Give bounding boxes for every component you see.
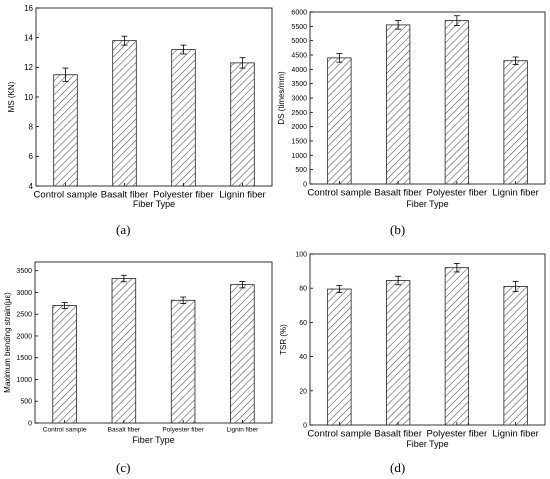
plot-frame-d [309,253,546,426]
x-tick-label-c: Basalt fiber [108,427,141,434]
y-tick-label-b: 2500 [291,110,307,117]
x-tick-label-d: Control sample [307,429,371,440]
bar-c [52,305,77,424]
bar-b [327,57,352,185]
y-tick-label-d: 0 [303,422,307,429]
y-tick-label-a: 4 [29,182,34,191]
bar-a [112,40,137,187]
y-tick-label-c: 1000 [16,377,32,384]
y-tick-label-a: 6 [29,152,34,161]
x-tick-label-b: Basalt fiber [374,188,422,199]
x-tick-label-d: Lignin fiber [492,429,538,440]
y-tick-label-b: 3000 [291,95,307,102]
y-axis-label-a: MS (KN) [7,81,16,112]
y-tick-label-d: 40 [299,354,307,361]
y-tick-label-b: 500 [295,167,307,174]
y-tick-label-a: 8 [29,122,34,131]
y-tick-label-b: 6000 [291,9,307,16]
y-tick-label-c: 3500 [16,268,32,275]
y-tick-label-c: 2000 [16,333,32,340]
y-tick-label-a: 10 [24,93,33,102]
chart-panel-a: 4 6 8 10 12 14 16 Control sample Basalt fiber Pol… [7,4,273,209]
x-tick-label-a: Lignin fiber [219,190,265,201]
bar-a [171,49,196,187]
y-tick-label-d: 20 [299,388,307,395]
y-tick-label-d: 60 [299,320,307,327]
chart-panel-d: 0 20 40 60 80 100 Control sample Basalt fiber Po… [279,251,546,449]
y-tick-label-b: 4500 [291,52,307,59]
x-axis-label-a: Fiber Type [133,199,175,209]
x-tick-label-a: Basalt fiber [101,190,149,201]
x-axis-label-c: Fiber Type [132,435,174,445]
y-tick-label-b: 0 [303,181,307,188]
y-tick-label-c: 500 [20,399,32,406]
bar-b [444,20,470,185]
y-tick-label-a: 14 [24,33,33,42]
x-tick-label-a: Control sample [34,190,98,201]
y-tick-label-b: 2000 [291,124,307,131]
bar-d [503,286,528,426]
x-tick-label-c: Control sample [43,427,87,434]
y-tick-label-a: 12 [24,63,33,72]
x-tick-label-c: Lignin fiber [226,427,259,434]
x-axis-label-b: Fiber Type [406,199,448,209]
x-tick-label-b: Polyester fiber [427,188,488,199]
bar-d [385,280,411,426]
y-tick-label-c: 1500 [16,355,32,362]
y-axis-label-b: DS (times/mm) [277,71,286,125]
panel-label-a: (a) [116,222,131,237]
y-tick-label-c: 3000 [16,290,32,297]
y-tick-label-b: 4000 [291,67,307,74]
panel-label-b: (b) [390,222,406,237]
x-tick-label-a: Polyester fiber [153,190,214,201]
panel-label-c: (c) [116,460,131,475]
bar-d [444,267,470,426]
bar-a [53,74,78,187]
bar-d [327,288,352,426]
y-axis-label-c: Maximum bending strain(με) [3,292,12,393]
bar-b [385,24,411,185]
y-tick-label-b: 5500 [291,24,307,31]
y-tick-label-b: 1500 [291,138,307,145]
x-tick-label-c: Polyester fiber [162,427,204,434]
panel-label-d: (d) [390,460,406,475]
bar-c [230,284,255,424]
x-tick-label-d: Polyester fiber [427,429,488,440]
x-axis-label-d: Fiber Type [406,439,448,449]
y-tick-label-b: 1000 [291,153,307,160]
chart-panel-c: 0 500 1000 1500 2000 2500 3000 3500 Control samp… [3,261,273,445]
chart-panel-b: 0 500 1000 1500 2000 2500 3000 3500 4000 4500 5000… [277,9,546,209]
x-tick-label-d: Basalt fiber [374,429,422,440]
bar-b [503,60,528,185]
y-tick-label-c: 2500 [16,312,32,319]
y-tick-label-d: 80 [299,286,307,293]
bar-a [230,62,255,187]
plot-frame-c [34,261,273,424]
bar-c [111,278,137,424]
x-tick-label-b: Control sample [307,188,371,199]
y-tick-label-b: 5000 [291,38,307,45]
y-axis-label-d: TSR (%) [279,324,288,355]
y-tick-label-c: 0 [28,420,32,427]
y-tick-label-a: 16 [24,4,33,13]
x-tick-label-b: Lignin fiber [492,188,538,199]
bar-c [170,299,196,424]
y-tick-label-d: 100 [295,251,307,258]
y-tick-label-b: 3500 [291,81,307,88]
